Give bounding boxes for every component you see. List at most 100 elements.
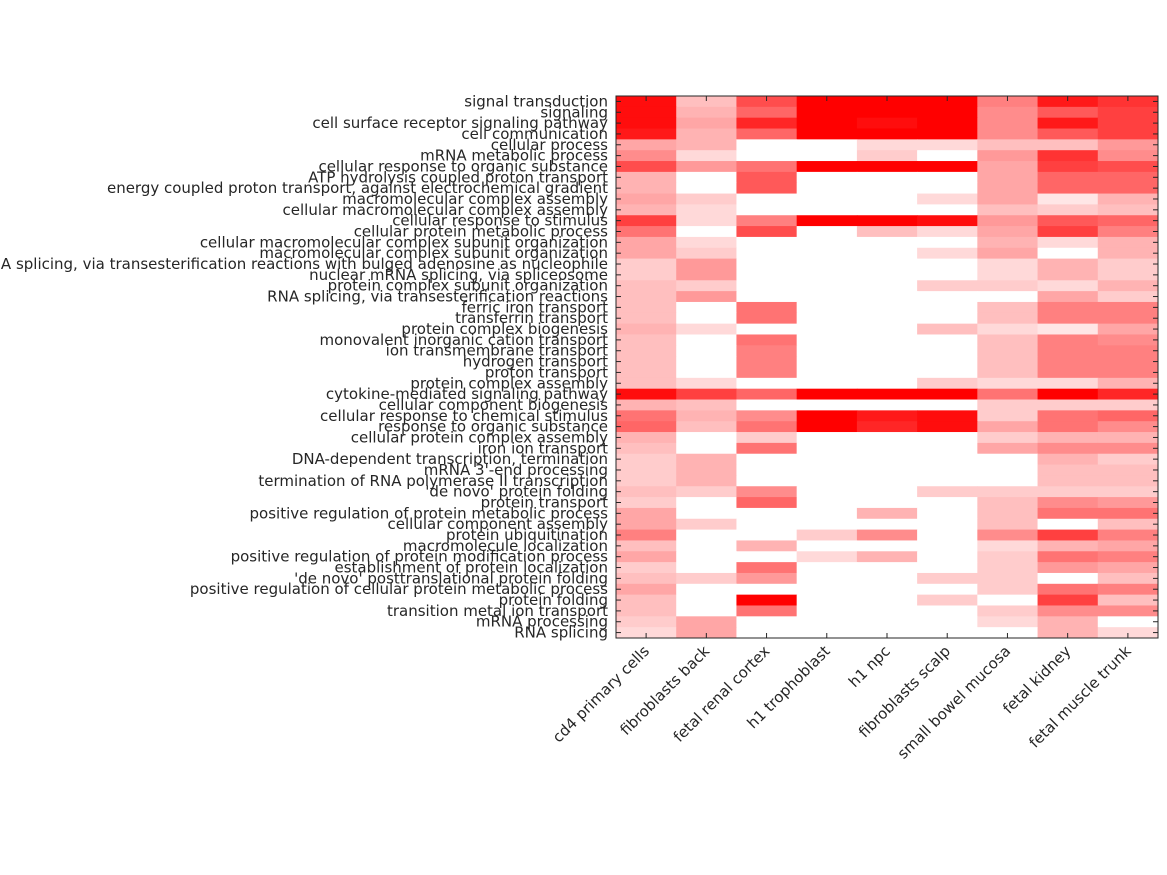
heatmap-cell [977, 583, 1039, 596]
heatmap-cell [1097, 139, 1159, 151]
heatmap-cell [676, 497, 737, 509]
heatmap-cell [736, 507, 798, 520]
heatmap-cell [616, 106, 677, 119]
row-label: protein transport [481, 494, 609, 512]
heatmap-cell [796, 139, 858, 151]
heatmap-cell [1097, 377, 1159, 390]
heatmap-cell [977, 518, 1039, 531]
heatmap-cell [1037, 356, 1099, 368]
heatmap-cell [977, 572, 1039, 585]
heatmap-cell [676, 182, 737, 195]
row-label: response to organic substance [378, 418, 608, 436]
heatmap-cell [1037, 410, 1099, 422]
row-label: nuclear mRNA splicing, via spliceosome [309, 266, 608, 284]
heatmap-cell [736, 562, 798, 574]
row-label: macromolecular complex assembly [342, 190, 608, 208]
heatmap-cell [917, 583, 978, 596]
heatmap-cell [736, 226, 798, 238]
heatmap-cell [917, 616, 978, 628]
heatmap-cell [796, 388, 858, 401]
heatmap-cell [616, 583, 677, 596]
heatmap-cell [1037, 464, 1099, 476]
row-label: cellular process [491, 136, 608, 154]
heatmap-cell [1037, 280, 1099, 292]
heatmap-cell [977, 562, 1039, 574]
heatmap-cell [917, 247, 978, 260]
heatmap-cell [796, 453, 858, 466]
heatmap-cell [1097, 150, 1159, 162]
heatmap-cell [977, 388, 1039, 401]
heatmap-cell [977, 616, 1039, 628]
heatmap-cell [736, 464, 798, 476]
heatmap-cell [1097, 562, 1159, 574]
heatmap-cell [616, 171, 677, 184]
heatmap-cell [796, 215, 858, 227]
heatmap-cell [856, 301, 918, 314]
heatmap-cell [676, 616, 737, 628]
heatmap-cell [616, 464, 677, 476]
heatmap-cell [616, 616, 677, 628]
heatmap-cell [676, 399, 737, 411]
heatmap-cell [856, 161, 918, 173]
heatmap-cell [1037, 345, 1099, 357]
heatmap-cell [977, 215, 1039, 227]
heatmap-cell [1097, 616, 1159, 628]
heatmap-cell [1037, 161, 1099, 173]
heatmap-cell [736, 377, 798, 390]
row-label: signaling [540, 103, 608, 121]
heatmap-cell [616, 312, 677, 325]
heatmap-cell [977, 627, 1039, 639]
heatmap-cell [676, 421, 737, 433]
heatmap-cell [917, 312, 978, 325]
heatmap-cell [736, 475, 798, 487]
row-label: RNA splicing [514, 624, 608, 642]
heatmap-cell [676, 150, 737, 162]
heatmap-cell [977, 150, 1039, 162]
heatmap-cell [977, 139, 1039, 151]
row-label: termination of RNA polymerase II transcr… [258, 472, 608, 490]
heatmap-cell [676, 312, 737, 325]
heatmap-cell [856, 215, 918, 227]
heatmap-cell [616, 269, 677, 281]
heatmap-cell [856, 377, 918, 390]
heatmap-cell [977, 236, 1039, 249]
heatmap-cell [917, 627, 978, 639]
heatmap-cell [796, 258, 858, 270]
heatmap-cell [977, 529, 1039, 541]
heatmap-cell [917, 204, 978, 216]
heatmap-cell [796, 616, 858, 628]
row-label: macromolecular complex subunit organizat… [259, 244, 608, 262]
heatmap-cell [917, 139, 978, 151]
heatmap-cell [736, 193, 798, 205]
heatmap-cell [736, 594, 798, 606]
heatmap-cell [1037, 562, 1099, 574]
plot-frame [615, 95, 1159, 639]
heatmap-cell [676, 106, 737, 119]
heatmap-cell [856, 540, 918, 552]
heatmap-cell [736, 182, 798, 195]
heatmap-cell [917, 128, 978, 140]
row-label: RNA splicing, via transesterification re… [0, 255, 608, 273]
heatmap-cell [796, 442, 858, 455]
heatmap-cell [1037, 258, 1099, 270]
heatmap-cell [736, 334, 798, 346]
row-label: iron ion transport [478, 439, 609, 457]
heatmap-cell [796, 193, 858, 205]
heatmap-cell [616, 161, 677, 173]
heatmap-cell [1097, 572, 1159, 585]
heatmap-cell [736, 453, 798, 466]
heatmap-cell [1097, 345, 1159, 357]
heatmap-cell [616, 497, 677, 509]
row-label: protein complex assembly [410, 374, 608, 392]
heatmap-cell [917, 345, 978, 357]
heatmap-cell [736, 139, 798, 151]
heatmap-cell [1097, 583, 1159, 596]
heatmap-cell [917, 605, 978, 617]
heatmap-cell [676, 540, 737, 552]
row-label: energy coupled proton transport, against… [107, 179, 608, 197]
heatmap-cell [676, 345, 737, 357]
row-label: DNA-dependent transcription, termination [292, 450, 608, 468]
heatmap-cell [676, 605, 737, 617]
heatmap-cell [977, 377, 1039, 390]
